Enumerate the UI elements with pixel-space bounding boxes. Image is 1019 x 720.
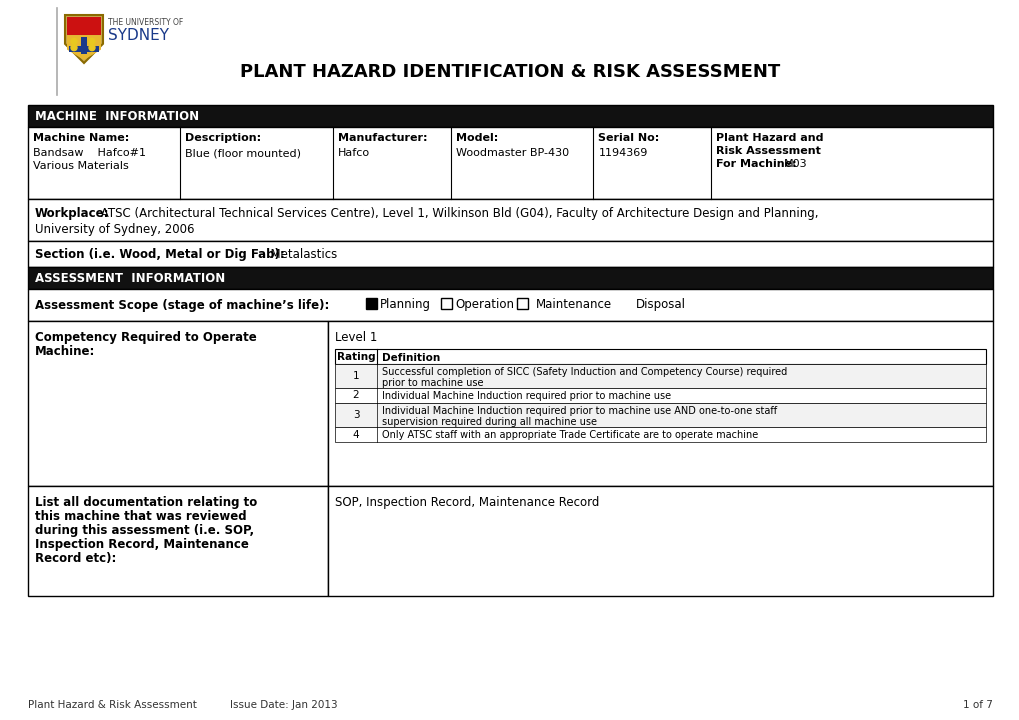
Bar xyxy=(28,199,993,241)
Bar xyxy=(517,298,528,309)
Text: Issue Date: Jan 2013: Issue Date: Jan 2013 xyxy=(229,700,337,710)
Text: M03: M03 xyxy=(784,159,807,169)
Bar xyxy=(28,289,993,321)
Text: SOP, Inspection Record, Maintenance Record: SOP, Inspection Record, Maintenance Reco… xyxy=(334,496,599,509)
Text: Section (i.e. Wood, Metal or Dig Fab):: Section (i.e. Wood, Metal or Dig Fab): xyxy=(35,248,284,261)
Bar xyxy=(28,105,993,127)
Bar xyxy=(334,388,985,403)
Bar xyxy=(334,403,985,427)
Text: Record etc):: Record etc): xyxy=(35,552,116,565)
Text: Bandsaw    Hafco#1: Bandsaw Hafco#1 xyxy=(33,148,146,158)
Text: Hafco: Hafco xyxy=(337,148,370,158)
Text: Blue (floor mounted): Blue (floor mounted) xyxy=(185,148,302,158)
Polygon shape xyxy=(65,15,103,63)
Text: 2: 2 xyxy=(353,390,359,400)
Bar xyxy=(334,349,985,364)
Bar xyxy=(440,298,451,309)
Text: Level 1: Level 1 xyxy=(334,331,377,344)
Text: Metalastics: Metalastics xyxy=(263,248,337,261)
Text: Various Materials: Various Materials xyxy=(33,161,128,171)
Bar xyxy=(366,298,377,309)
Text: ASSESSMENT  INFORMATION: ASSESSMENT INFORMATION xyxy=(35,271,225,284)
Polygon shape xyxy=(67,17,101,35)
Text: Risk Assessment: Risk Assessment xyxy=(715,146,820,156)
Bar xyxy=(28,127,993,199)
Bar xyxy=(28,321,328,486)
Bar xyxy=(328,321,993,486)
Bar xyxy=(28,486,328,596)
Text: Successful completion of SICC (Safety Induction and Competency Course) required: Successful completion of SICC (Safety In… xyxy=(382,367,787,377)
Text: 1194369: 1194369 xyxy=(598,148,647,158)
Text: PLANT HAZARD IDENTIFICATION & RISK ASSESSMENT: PLANT HAZARD IDENTIFICATION & RISK ASSES… xyxy=(239,63,780,81)
Text: 3: 3 xyxy=(353,410,359,420)
Text: Planning: Planning xyxy=(380,298,431,311)
Text: 1 of 7: 1 of 7 xyxy=(962,700,993,710)
Text: Competency Required to Operate: Competency Required to Operate xyxy=(35,331,257,344)
Text: University of Sydney, 2006: University of Sydney, 2006 xyxy=(35,223,195,236)
Bar xyxy=(69,46,99,53)
Text: Disposal: Disposal xyxy=(636,298,686,311)
Text: prior to machine use: prior to machine use xyxy=(382,378,483,388)
Circle shape xyxy=(89,38,95,45)
Text: THE UNIVERSITY OF: THE UNIVERSITY OF xyxy=(108,18,183,27)
Circle shape xyxy=(71,38,76,45)
Text: Machine Name:: Machine Name: xyxy=(33,133,129,143)
Text: this machine that was reviewed: this machine that was reviewed xyxy=(35,510,247,523)
Text: during this assessment (i.e. SOP,: during this assessment (i.e. SOP, xyxy=(35,524,254,537)
Circle shape xyxy=(89,45,95,50)
Text: Individual Machine Induction required prior to machine use AND one-to-one staff: Individual Machine Induction required pr… xyxy=(382,406,776,416)
Bar xyxy=(28,241,993,267)
Text: Operation: Operation xyxy=(454,298,514,311)
Text: Model:: Model: xyxy=(455,133,497,143)
Circle shape xyxy=(71,45,76,50)
Text: Description:: Description: xyxy=(185,133,261,143)
Text: For Machine:: For Machine: xyxy=(715,159,800,169)
Text: 4: 4 xyxy=(353,430,359,439)
Text: Woodmaster BP-430: Woodmaster BP-430 xyxy=(455,148,569,158)
Bar xyxy=(334,364,985,388)
Text: Maintenance: Maintenance xyxy=(535,298,611,311)
Text: Only ATSC staff with an appropriate Trade Certificate are to operate machine: Only ATSC staff with an appropriate Trad… xyxy=(382,430,757,440)
Text: SYDNEY: SYDNEY xyxy=(108,28,169,43)
Text: 1: 1 xyxy=(353,371,359,381)
Polygon shape xyxy=(67,35,101,60)
Text: Machine:: Machine: xyxy=(35,345,96,358)
Text: Assessment Scope (stage of machine’s life):: Assessment Scope (stage of machine’s lif… xyxy=(35,299,329,312)
Text: ATSC (Architectural Technical Services Centre), Level 1, Wilkinson Bld (G04), Fa: ATSC (Architectural Technical Services C… xyxy=(97,207,817,220)
Text: Serial No:: Serial No: xyxy=(598,133,659,143)
Text: Individual Machine Induction required prior to machine use: Individual Machine Induction required pr… xyxy=(382,391,671,401)
Bar xyxy=(334,427,985,442)
Bar xyxy=(28,267,993,289)
Bar xyxy=(81,37,87,54)
Text: Workplace:: Workplace: xyxy=(35,207,109,220)
Text: List all documentation relating to: List all documentation relating to xyxy=(35,496,257,509)
Text: Plant Hazard and: Plant Hazard and xyxy=(715,133,823,143)
Bar xyxy=(328,486,993,596)
Text: Rating: Rating xyxy=(336,351,375,361)
Text: supervision required during all machine use: supervision required during all machine … xyxy=(382,417,596,427)
Text: Inspection Record, Maintenance: Inspection Record, Maintenance xyxy=(35,538,249,551)
Text: Definition: Definition xyxy=(382,353,440,363)
Text: MACHINE  INFORMATION: MACHINE INFORMATION xyxy=(35,109,199,122)
Text: Manufacturer:: Manufacturer: xyxy=(337,133,427,143)
Text: Plant Hazard & Risk Assessment: Plant Hazard & Risk Assessment xyxy=(28,700,197,710)
